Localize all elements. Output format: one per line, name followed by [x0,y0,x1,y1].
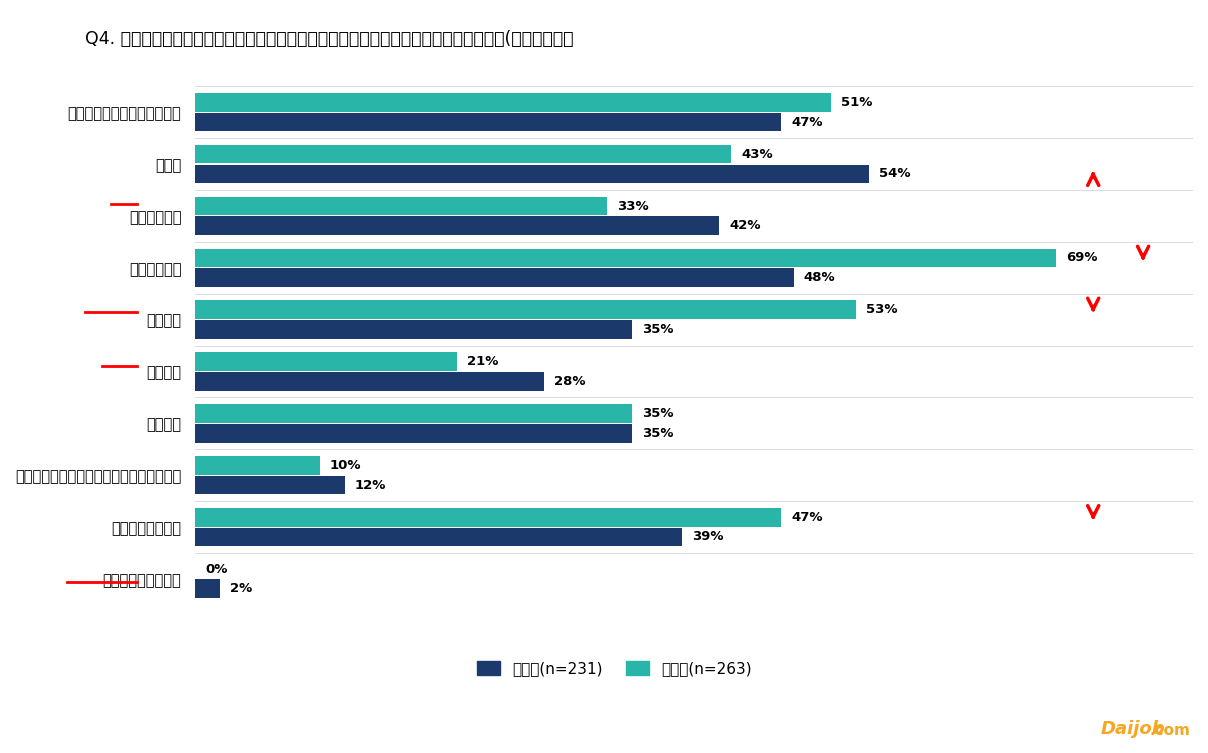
Bar [196,508,782,526]
Bar [196,197,606,215]
Text: 2%: 2% [230,582,252,596]
Bar [196,248,1056,267]
Bar [196,145,732,163]
Text: 48%: 48% [803,271,836,284]
Text: 33%: 33% [617,200,649,212]
Text: Q4. 転職活動の時、事業内容や労働条件以外で、企業のどんな情報を知りたいですか？(複数選択可）: Q4. 転職活動の時、事業内容や労働条件以外で、企業のどんな情報を知りたいですか… [85,30,573,48]
Text: Daijob: Daijob [1102,720,1166,738]
Bar [196,372,545,391]
Text: 12%: 12% [355,479,387,492]
Text: 10%: 10% [330,459,361,472]
Text: 47%: 47% [791,511,823,523]
Bar [196,404,632,422]
Bar [196,424,632,443]
Text: 0%: 0% [205,562,227,575]
Text: 69%: 69% [1065,252,1097,264]
Bar [196,528,681,546]
Text: 47%: 47% [791,115,823,129]
Text: 35%: 35% [641,407,673,420]
Bar [196,456,320,474]
Text: 42%: 42% [728,219,761,232]
Legend: 日本人(n=231), 外国人(n=263): 日本人(n=231), 外国人(n=263) [471,655,757,682]
Text: 39%: 39% [691,530,724,544]
Text: .com: .com [1149,723,1190,738]
Text: 35%: 35% [641,323,673,336]
Bar [196,579,220,598]
Bar [196,165,869,183]
Bar [196,320,632,339]
Text: 35%: 35% [641,427,673,440]
Bar [196,216,719,235]
Text: 51%: 51% [841,96,872,108]
Bar [196,300,856,319]
Text: 53%: 53% [866,303,898,316]
Bar [196,476,344,495]
Text: 28%: 28% [554,375,586,388]
Text: 21%: 21% [467,355,499,368]
Bar [196,113,782,131]
Bar [196,352,457,371]
Text: 54%: 54% [878,167,910,181]
Bar [196,93,831,111]
Text: 43%: 43% [742,148,773,160]
Bar [196,268,794,287]
